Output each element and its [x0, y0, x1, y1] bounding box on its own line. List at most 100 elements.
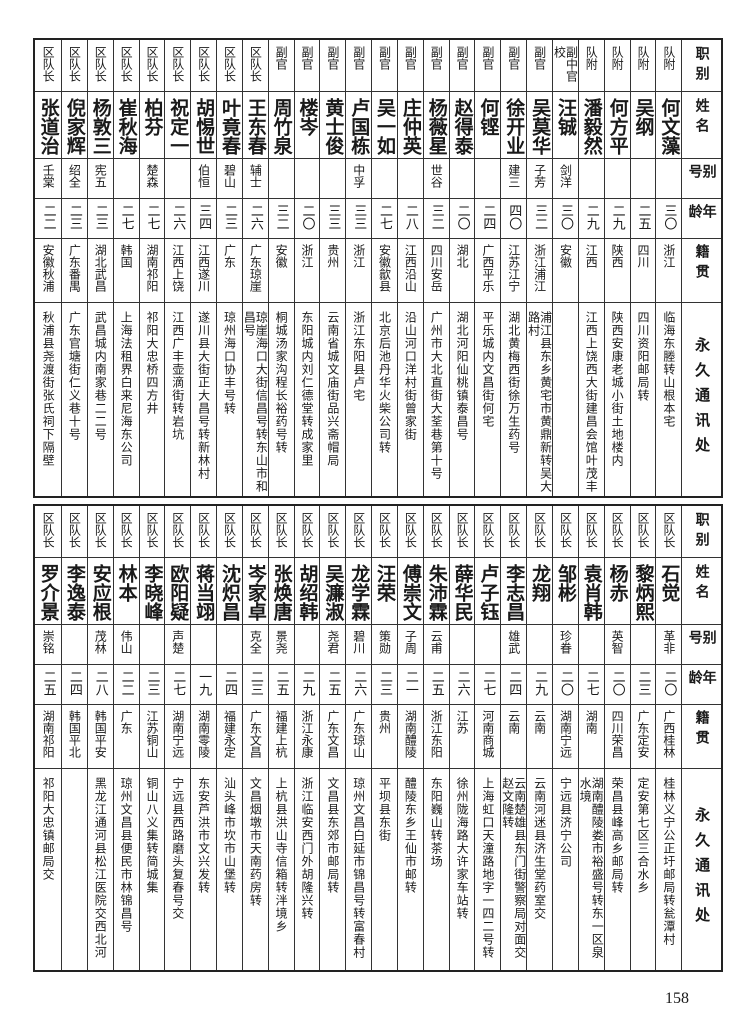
- permanent-address: 江西广丰壶滴街转岩坑: [170, 311, 185, 441]
- rank-cell: 区队长: [61, 506, 87, 558]
- name: 张道治: [37, 98, 60, 155]
- native-place: 江苏: [455, 710, 470, 734]
- age: 二七: [480, 670, 496, 696]
- native-place-cell: 浙江: [656, 239, 682, 303]
- alias-cell: [294, 625, 320, 665]
- permanent-address: 文昌烟墩市天南药房转: [248, 777, 263, 907]
- alias: 中孚: [351, 164, 366, 188]
- rank-cell: 区队长: [87, 40, 113, 92]
- person-record: 区队长 朱沛霖 云甫 二五 浙江东阳 东阳巍山转茶场: [422, 506, 449, 970]
- rank: 队附: [661, 46, 676, 70]
- native-place: 安徽: [274, 244, 289, 268]
- permanent-address: 琼崖海口大街信昌号转东山市和昌号: [242, 311, 268, 493]
- native-place-cell: 云南: [527, 705, 553, 769]
- permanent-address: 上海法租界白来尼海东公司: [119, 311, 134, 467]
- name-cell: 袁肖韩: [578, 558, 604, 625]
- alias: 云甫: [429, 630, 444, 654]
- alias-cell: [217, 625, 242, 665]
- person-record: 区队长 林本 伟山 二二 广东 琼州文昌县便民市林锦昌号: [112, 506, 139, 970]
- alias-cell: 子芳: [527, 159, 553, 199]
- name: 吴纲: [632, 98, 655, 136]
- name-cell: 张焕唐: [268, 558, 294, 625]
- alias-cell: 绍全: [61, 159, 87, 199]
- name-cell: 卢国栋: [346, 92, 372, 159]
- age-cell: 二七: [113, 199, 139, 239]
- rank: 区队长: [196, 46, 211, 82]
- permanent-address-cell: 沿山河口洋村街曾家街: [398, 303, 423, 496]
- native-place-cell: 广西桂林: [656, 705, 682, 769]
- age: 二三: [221, 204, 237, 230]
- native-place-cell: 浙江: [294, 239, 320, 303]
- name-cell: 杨敦三: [87, 92, 113, 159]
- age: 二八: [402, 204, 418, 230]
- age-cell: 二三: [139, 665, 165, 705]
- person-record: 区队长 安应根 茂林 二八 韩国平安 黑龙江通河县松江医院交西北河: [86, 506, 113, 970]
- native-place: 湖北武昌: [93, 244, 108, 292]
- name-cell: 倪家辉: [61, 92, 87, 159]
- rank-cell: 区队长: [217, 40, 242, 92]
- native-place-cell: 韩国: [113, 239, 139, 303]
- native-place: 江西遂川: [196, 244, 211, 292]
- rank-cell: 副官: [527, 40, 553, 92]
- age-cell: 二三: [630, 665, 656, 705]
- person-record: 副官 徐开业 建三 四〇 江苏江宁 湖北黄梅西街徐万生药号: [500, 40, 527, 496]
- rank-cell: 副官: [320, 40, 346, 92]
- person-record: 副官 何铿 二四 广西平乐 平乐城内文昌街何宅: [474, 40, 501, 496]
- age: 二九: [583, 204, 599, 230]
- age: 二一: [402, 670, 418, 696]
- native-place-cell: 江西沿山: [397, 239, 423, 303]
- name: 龙学霖: [348, 564, 371, 621]
- name: 朱沛霖: [425, 564, 448, 621]
- name-cell: 欧阳疑: [165, 558, 191, 625]
- permanent-address-cell: 遂川县大街正大昌号转新林村: [191, 303, 216, 496]
- header-label: 职别: [693, 46, 710, 86]
- name: 祝定一: [167, 98, 190, 155]
- permanent-address-cell: 黑龙江通河县松江医院交西北河: [88, 769, 113, 970]
- age: 三三: [351, 204, 367, 230]
- native-place: 湖南零陵: [196, 710, 211, 758]
- age: 三四: [196, 204, 212, 230]
- header-label: 籍贯: [693, 244, 710, 284]
- alias-cell: 楚森: [139, 159, 165, 199]
- person-record: 队附 吴纲 二五 四川 四川资阳邮局转: [629, 40, 656, 496]
- name-cell: 张道治: [35, 92, 61, 159]
- permanent-address-cell: 琼州文昌白延市锦昌号转富春村: [346, 769, 371, 970]
- rank: 区队长: [170, 512, 185, 548]
- name-cell: 蒋当翊: [191, 558, 217, 625]
- name-cell: 吴纲: [630, 92, 656, 159]
- header-label: 永久通讯处: [693, 807, 712, 932]
- age: 二四: [221, 670, 237, 696]
- permanent-address: 临海东塍转山根本宅: [661, 311, 676, 428]
- alias: 尧君: [325, 630, 340, 654]
- age: 二八: [92, 670, 108, 696]
- alias-cell: 世谷: [423, 159, 449, 199]
- name: 龙翔: [529, 564, 552, 602]
- age-cell: 二四: [217, 665, 242, 705]
- native-place-cell: 安徽: [553, 239, 578, 303]
- permanent-address-cell: 醴陵东乡王仙市邮转: [398, 769, 423, 970]
- rank: 区队长: [67, 46, 82, 82]
- rank-cell: 队附: [604, 40, 630, 92]
- age-cell: 二二: [35, 199, 61, 239]
- age-cell: 二六: [449, 665, 475, 705]
- alias: 剑洋: [558, 164, 573, 188]
- permanent-address: 东阳城内刘仁德堂转成家里: [300, 311, 314, 467]
- rank: 队附: [584, 46, 599, 70]
- native-place-cell: 四川安岳: [423, 239, 449, 303]
- name-cell: 吴濂淑: [320, 558, 346, 625]
- person-record: 区队长 杨敦三 宪五 二三 湖北武昌 武昌城内南家巷二二号: [86, 40, 113, 496]
- alias: 茂林: [93, 630, 108, 654]
- alias: 策勋: [377, 630, 392, 654]
- rank: 副官: [351, 46, 366, 70]
- name: 傅崇文: [399, 564, 422, 621]
- age-cell: 二五: [423, 665, 449, 705]
- name: 蒋当翊: [193, 564, 216, 621]
- permanent-address-cell: 徐州陇海路大许家车站转: [450, 769, 475, 970]
- age-cell: 二四: [501, 665, 527, 705]
- name: 徐开业: [503, 98, 526, 155]
- alias: 革非: [661, 630, 676, 654]
- permanent-address-cell: 湖北黄梅西街徐万生药号: [501, 303, 526, 496]
- rank-cell: 区队长: [242, 40, 268, 92]
- name-cell: 杨薇星: [423, 92, 449, 159]
- rank: 副官: [532, 46, 547, 70]
